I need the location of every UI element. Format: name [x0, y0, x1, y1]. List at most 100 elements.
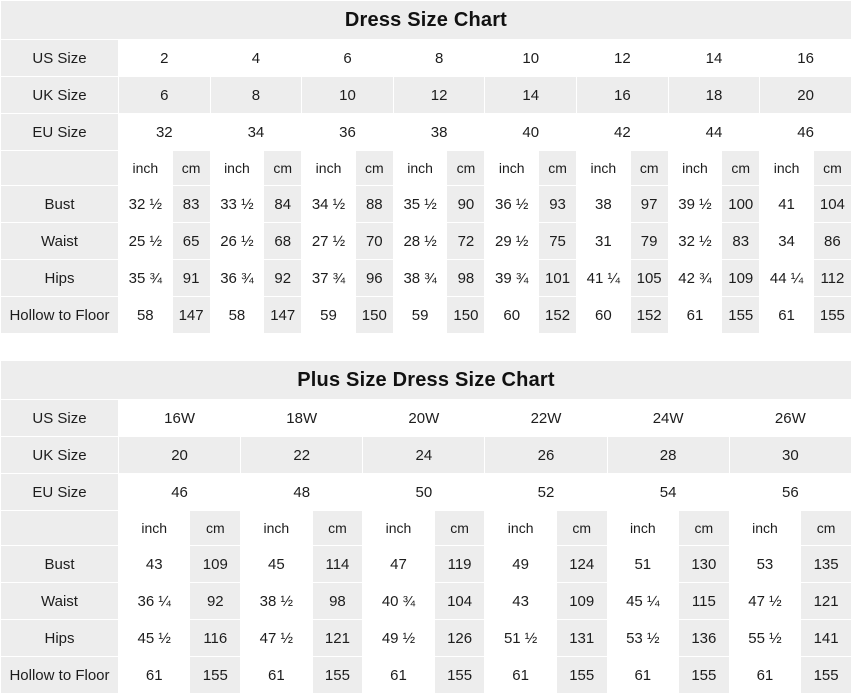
measurement-cell-cm: 91: [172, 260, 210, 297]
unit-header-inch: inch: [241, 511, 312, 546]
size-value-cell: 20: [119, 437, 241, 474]
unit-header-cm: cm: [434, 511, 485, 546]
chart-title: Plus Size Dress Size Chart: [1, 361, 851, 400]
size-value-cell: 22W: [485, 400, 607, 437]
measurement-cell-cm: 116: [190, 620, 241, 657]
measurement-cell-inch: 29 ½: [485, 223, 539, 260]
size-value-cell: 14: [485, 77, 577, 114]
measurement-cell-inch: 47: [363, 546, 434, 583]
measurement-cell-inch: 61: [668, 297, 722, 334]
measurement-cell-inch: 31: [577, 223, 631, 260]
size-value-cell: 36: [302, 114, 394, 151]
measurement-cell-cm: 92: [264, 260, 302, 297]
measurement-cell-inch: 35 ¾: [119, 260, 173, 297]
size-value-cell: 14: [668, 40, 760, 77]
size-value-cell: 46: [119, 474, 241, 511]
measurement-cell-inch: 34 ½: [302, 186, 356, 223]
measurement-cell-cm: 124: [556, 546, 607, 583]
unit-header-inch: inch: [485, 151, 539, 186]
measurement-cell-cm: 97: [630, 186, 668, 223]
unit-header-label: [1, 511, 119, 546]
measurement-cell-cm: 65: [172, 223, 210, 260]
measurement-cell-inch: 25 ½: [119, 223, 173, 260]
size-value-cell: 54: [607, 474, 729, 511]
measurement-cell-inch: 28 ½: [393, 223, 447, 260]
measurement-cell-cm: 130: [679, 546, 730, 583]
chart-title-row: Dress Size Chart: [1, 1, 851, 40]
measurement-cell-cm: 79: [630, 223, 668, 260]
row-label: Waist: [1, 583, 119, 620]
measurement-cell-inch: 47 ½: [729, 583, 800, 620]
measurement-cell-cm: 86: [813, 223, 851, 260]
size-value-cell: 4: [210, 40, 302, 77]
measurement-cell-inch: 35 ½: [393, 186, 447, 223]
measurement-cell-cm: 150: [355, 297, 393, 334]
measurement-cell-inch: 38: [577, 186, 631, 223]
measurement-cell-inch: 34: [760, 223, 814, 260]
measurement-cell-cm: 119: [434, 546, 485, 583]
chart-separator: [0, 334, 851, 360]
measurement-cell-cm: 98: [312, 583, 363, 620]
unit-header-cm: cm: [539, 151, 577, 186]
measurement-cell-cm: 109: [556, 583, 607, 620]
measurement-cell-cm: 155: [722, 297, 760, 334]
row-label: EU Size: [1, 114, 119, 151]
measurement-cell-inch: 26 ½: [210, 223, 264, 260]
measurement-cell-inch: 61: [607, 657, 678, 694]
size-value-cell: 46: [760, 114, 851, 151]
measurement-cell-cm: 105: [630, 260, 668, 297]
measurement-cell-cm: 155: [556, 657, 607, 694]
chart-title: Dress Size Chart: [1, 1, 851, 40]
measurement-cell-inch: 38 ½: [241, 583, 312, 620]
measurement-cell-cm: 72: [447, 223, 485, 260]
measurement-cell-cm: 83: [722, 223, 760, 260]
size-value-cell: 20W: [363, 400, 485, 437]
unit-header-inch: inch: [210, 151, 264, 186]
size-value-cell: 24W: [607, 400, 729, 437]
size-value-cell: 34: [210, 114, 302, 151]
size-value-cell: 16W: [119, 400, 241, 437]
measurement-cell-cm: 70: [355, 223, 393, 260]
measurement-cell-inch: 61: [363, 657, 434, 694]
size-value-cell: 2: [119, 40, 211, 77]
measurement-cell-cm: 112: [813, 260, 851, 297]
measurement-cell-cm: 88: [355, 186, 393, 223]
measurement-cell-inch: 61: [119, 657, 190, 694]
measurement-cell-inch: 55 ½: [729, 620, 800, 657]
size-value-cell: 10: [485, 40, 577, 77]
measurement-cell-cm: 96: [355, 260, 393, 297]
unit-header-cm: cm: [264, 151, 302, 186]
measurement-cell-cm: 150: [447, 297, 485, 334]
measurement-cell-cm: 155: [679, 657, 730, 694]
row-label: US Size: [1, 400, 119, 437]
measurement-cell-inch: 38 ¾: [393, 260, 447, 297]
size-value-cell: 26: [485, 437, 607, 474]
measurement-cell-cm: 155: [312, 657, 363, 694]
measurement-cell-cm: 90: [447, 186, 485, 223]
measurement-cell-inch: 45 ¼: [607, 583, 678, 620]
size-value-cell: 18: [668, 77, 760, 114]
measurement-cell-inch: 43: [485, 583, 556, 620]
row-label: Hollow to Floor: [1, 297, 119, 334]
size-value-cell: 12: [577, 40, 669, 77]
measurement-cell-inch: 53: [729, 546, 800, 583]
unit-header-cm: cm: [556, 511, 607, 546]
row-label: Hips: [1, 260, 119, 297]
measurement-cell-inch: 60: [485, 297, 539, 334]
measurement-cell-cm: 155: [801, 657, 851, 694]
row-label: EU Size: [1, 474, 119, 511]
measurement-cell-inch: 45: [241, 546, 312, 583]
unit-header-cm: cm: [447, 151, 485, 186]
measurement-cell-cm: 109: [722, 260, 760, 297]
row-label: Hollow to Floor: [1, 657, 119, 694]
unit-header-cm: cm: [801, 511, 851, 546]
measurement-cell-inch: 53 ½: [607, 620, 678, 657]
row-label: Bust: [1, 546, 119, 583]
unit-header-cm: cm: [722, 151, 760, 186]
